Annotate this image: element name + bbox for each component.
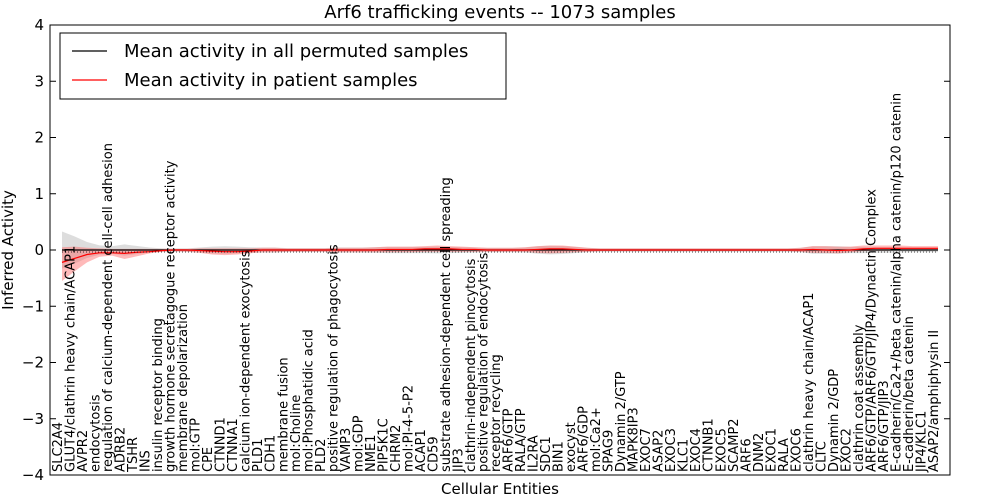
category-label: JIP3 <box>451 448 466 473</box>
category-label: substrate adhesion-dependent cell spread… <box>439 177 454 472</box>
category-label: ASAP2 <box>652 430 667 472</box>
category-label: EXOC5 <box>714 428 729 472</box>
category-label: SCAMP2 <box>727 418 742 472</box>
category-label: AVPR2 <box>76 430 91 472</box>
category-label: Dynamin 2/GTP <box>614 371 629 472</box>
patient-band <box>62 245 938 281</box>
category-label: EXOC4 <box>689 428 704 472</box>
category-label: CTNNA1 <box>226 418 241 472</box>
category-label: ACAP1 <box>414 429 429 472</box>
category-label: ARF6/GTP/ARF6/GTP/JIP4/Dynactin Complex <box>864 189 879 472</box>
category-label: membrane depolarization <box>176 304 191 472</box>
category-label: DNM2 <box>752 433 767 472</box>
category-label: RALA/GTP <box>514 408 529 472</box>
category-label: SLC2A4 <box>51 422 66 472</box>
category-label: CHRM2 <box>389 425 404 472</box>
category-label: CLTC <box>814 441 829 472</box>
category-label: TSHR <box>126 437 141 473</box>
category-label: KLC1 <box>677 439 692 472</box>
category-label: SDC1 <box>539 436 554 472</box>
category-label: NME1 <box>364 435 379 472</box>
category-label: EXOC1 <box>764 428 779 472</box>
category-label: E-cadherin/Ca2+/beta catenin/alpha caten… <box>889 93 904 472</box>
y-tick-label: 2 <box>34 129 44 147</box>
category-label: PLD1 <box>251 439 266 472</box>
legend-box <box>59 32 507 100</box>
category-label: positive regulation of endocytosis <box>476 252 491 472</box>
category-label: EXOC7 <box>639 428 654 472</box>
category-label: EXOC3 <box>664 428 679 472</box>
category-label: ARF6 <box>739 438 754 472</box>
category-label: SPAG9 <box>602 430 617 472</box>
legend: Mean activity in all permuted samples Me… <box>59 32 507 100</box>
x-axis-label: Cellular Entities <box>441 480 559 498</box>
category-label: mol:PI-4-5-P2 <box>401 385 416 472</box>
line-layer <box>61 247 938 263</box>
legend-label-patient: Mean activity in patient samples <box>124 70 418 91</box>
category-label: clathrin coat assembly <box>852 324 867 472</box>
category-label: MAPK8IP3 <box>627 407 642 472</box>
category-label: mol:GDP <box>351 415 366 472</box>
category-label: CTNNB1 <box>702 418 717 472</box>
category-label: mol:Choline <box>289 395 304 472</box>
y-tick-label: 3 <box>34 72 44 90</box>
category-label: PIP5K1C <box>376 418 391 472</box>
category-label: JIP4/KLC1 <box>914 411 929 473</box>
category-label: ARF6/GTP/JIP3 <box>877 380 892 472</box>
category-label: Dynamin 2/GDP <box>827 369 842 472</box>
category-label: regulation of calcium-dependent cell-cel… <box>101 143 116 472</box>
y-axis-label: Inferred Activity <box>0 190 17 310</box>
category-label: clathrin-independent pinocytosis <box>464 258 479 472</box>
y-tick-label: −3 <box>22 410 44 428</box>
category-label: mol:GTP <box>189 418 204 472</box>
category-label: VAMP3 <box>339 428 354 472</box>
y-tick-label: −2 <box>22 354 44 372</box>
category-label: GLUT4/clathrin heavy chain/ACAP1 <box>64 246 79 472</box>
chart-title: Arf6 trafficking events -- 1073 samples <box>324 2 675 23</box>
category-label: RALA <box>777 438 792 472</box>
y-tick-label: −1 <box>22 297 44 315</box>
category-label: CPE <box>201 447 216 472</box>
category-label: E-cadherin/beta catenin <box>902 316 917 472</box>
category-label: EXOC2 <box>839 428 854 472</box>
category-label: INS <box>139 450 154 472</box>
category-label: clathrin heavy chain/ACAP1 <box>802 293 817 472</box>
category-label: ADRB2 <box>114 427 129 472</box>
category-label: CDH1 <box>264 435 279 472</box>
category-label: mol:Phosphatidic acid <box>301 329 316 472</box>
band-layer <box>62 231 938 281</box>
patient-mean-line <box>61 247 938 263</box>
category-label: CTNND1 <box>214 417 229 472</box>
category-label: calcium ion-dependent exocytosis <box>239 250 254 472</box>
category-label: CD59 <box>426 436 441 472</box>
category-label: EXOC6 <box>789 428 804 472</box>
y-tick-label: 4 <box>34 16 44 34</box>
legend-label-permuted: Mean activity in all permuted samples <box>124 41 468 62</box>
category-label: exocyst <box>564 422 579 472</box>
category-label: BIN1 <box>552 441 567 472</box>
y-tick-label: 1 <box>34 185 44 203</box>
category-label: ASAP2/amphiphysin II <box>927 330 942 472</box>
category-label: positive regulation of phagocytosis <box>326 244 341 472</box>
y-axis-ticks: −4 −3 −2 −1 0 1 2 3 4 <box>22 16 950 484</box>
category-label: insulin receptor binding <box>151 318 166 472</box>
y-tick-label: 0 <box>34 241 44 259</box>
category-label: PLD2 <box>314 439 329 472</box>
category-label: endocytosis <box>89 394 104 472</box>
category-label: IL2RA <box>527 435 542 472</box>
y-tick-label: −4 <box>22 466 44 484</box>
category-label: ARF6/GDP <box>577 406 592 472</box>
category-label: ARF6/GTP <box>502 408 517 472</box>
category-label: mol:Ca2+ <box>589 407 604 472</box>
category-label: growth hormone secretagogue receptor act… <box>164 160 179 472</box>
category-label: membrane fusion <box>276 357 291 472</box>
category-label: receptor recycling <box>489 354 504 472</box>
